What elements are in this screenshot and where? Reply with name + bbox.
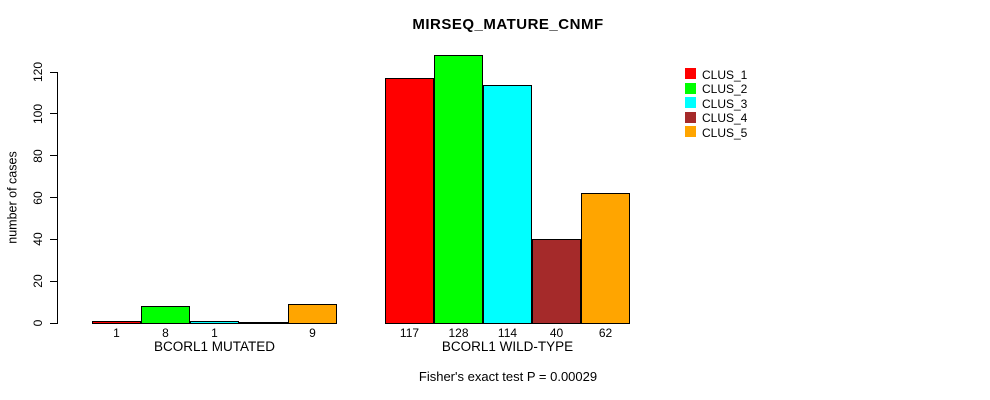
bar-value-label: 8 (162, 326, 169, 340)
y-tick (50, 155, 57, 157)
y-tick-label: 20 (31, 274, 45, 288)
y-tick-label: 40 (31, 232, 45, 247)
y-tick (50, 280, 57, 282)
bar-clus_2-group2 (434, 55, 483, 324)
x-category-label: BCORL1 WILD-TYPE (441, 339, 574, 354)
bar-clus_3-group2 (483, 84, 532, 324)
legend-label: CLUS_2 (702, 82, 748, 97)
y-tick (50, 238, 57, 240)
legend-swatch-clus_1 (685, 68, 696, 79)
y-tick-label: 80 (31, 148, 45, 163)
x-category-label: BCORL1 MUTATED (153, 339, 275, 354)
y-axis-title: number of cases (5, 151, 20, 244)
legend-label: CLUS_1 (702, 67, 748, 82)
legend-swatch-clus_2 (685, 82, 696, 94)
y-tick (50, 113, 57, 115)
bar-value-label: 62 (598, 326, 613, 340)
bar-value-label: 1 (211, 326, 218, 340)
bar-clus_5-group2 (581, 193, 630, 324)
legend-swatch-clus_3 (685, 97, 696, 109)
annotation-fisher-test: Fisher's exact test P = 0.00029 (418, 369, 598, 384)
y-tick (50, 71, 57, 73)
y-tick (50, 322, 57, 324)
y-tick (50, 197, 57, 198)
bar-clus_2-group1 (141, 306, 190, 324)
y-tick-label: 100 (31, 103, 45, 124)
y-tick-label: 60 (31, 190, 45, 205)
legend-label: CLUS_3 (702, 96, 748, 111)
bar-value-label: 117 (399, 326, 420, 340)
legend-swatch-clus_5 (685, 126, 696, 138)
legend-label: CLUS_5 (702, 125, 748, 140)
y-tick-label: 0 (31, 319, 45, 327)
legend-label: CLUS_4 (702, 111, 748, 126)
bar-value-label: 1 (113, 326, 120, 340)
bar-clus_5-group1 (288, 304, 337, 324)
bar-value-label: 9 (309, 326, 316, 340)
bar-value-label: 128 (448, 326, 469, 340)
bar-value-label: 40 (549, 326, 564, 340)
bar-clus_4-group1 (239, 322, 288, 324)
y-axis-line (57, 72, 58, 324)
y-tick-label: 120 (31, 61, 45, 83)
bar-clus_4-group2 (532, 239, 581, 324)
bar-clus_1-group2 (385, 78, 434, 324)
chart-title: MIRSEQ_MATURE_CNMF (412, 16, 604, 33)
bar-clus_3-group1 (190, 320, 239, 324)
bar-clus_1-group1 (92, 320, 141, 324)
bar-value-label: 114 (497, 326, 518, 340)
legend-swatch-clus_4 (685, 111, 696, 123)
